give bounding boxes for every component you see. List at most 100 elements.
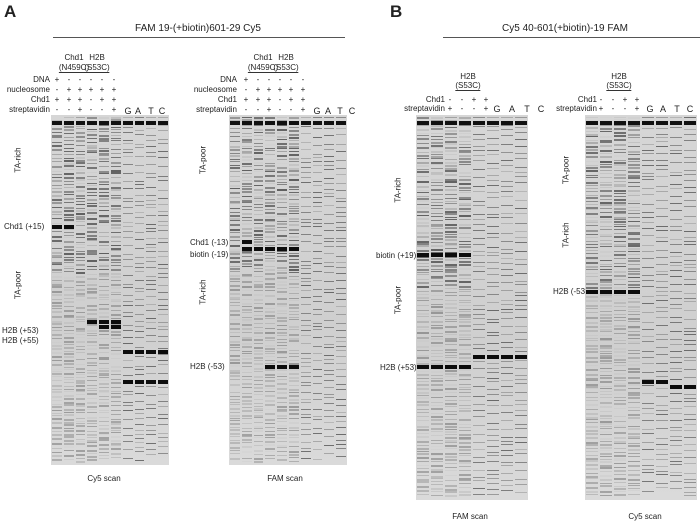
gel-band	[515, 131, 527, 133]
gel-band	[586, 365, 598, 366]
gel-band	[158, 400, 168, 402]
gel-band	[642, 393, 654, 395]
gel-band	[99, 285, 109, 287]
gel-band	[684, 377, 696, 379]
gel-band	[487, 149, 499, 151]
gel-band	[628, 442, 640, 444]
gel-band	[52, 161, 62, 163]
gel-band	[63, 310, 74, 313]
gel-band	[614, 283, 626, 285]
gel-band	[241, 400, 252, 403]
lane-sign: -	[278, 95, 282, 104]
gel-band	[501, 420, 513, 422]
gel-band	[289, 286, 299, 288]
gel-band	[628, 228, 640, 230]
gel-b-cy5	[585, 115, 697, 500]
gel-band	[312, 185, 323, 187]
gel-band	[87, 334, 98, 336]
gel-band	[230, 361, 240, 364]
gel-band	[300, 416, 311, 418]
gel-band	[417, 214, 429, 216]
panel-b-letter: B	[390, 2, 403, 21]
gel-band	[253, 399, 264, 401]
gel-band	[111, 132, 121, 134]
gel-band	[501, 232, 513, 234]
gel-band	[628, 248, 640, 251]
lane-sign: -	[55, 85, 59, 94]
gel-band	[515, 295, 527, 297]
gel-band	[146, 117, 157, 118]
full-length-band	[122, 121, 133, 125]
gel-band	[254, 437, 264, 438]
gel-band	[459, 405, 471, 407]
gel-band	[417, 475, 429, 477]
gel-band	[614, 161, 626, 164]
full-length-band	[336, 121, 346, 125]
gel-band	[146, 231, 157, 233]
gel-band	[122, 259, 133, 261]
gel-band	[417, 325, 429, 328]
gel-band	[445, 351, 457, 353]
gel-band	[431, 408, 443, 411]
gel-band	[515, 436, 527, 438]
lane-sign: -	[256, 75, 260, 84]
gel-band	[600, 367, 612, 369]
gel-band	[586, 275, 598, 277]
gel-band	[473, 191, 485, 193]
gel-band	[445, 429, 457, 430]
gel-band	[265, 299, 275, 300]
gel-band	[628, 428, 640, 431]
gel-band	[586, 243, 598, 245]
gel-band	[241, 366, 252, 368]
gel-band	[277, 338, 287, 340]
gel-band	[445, 396, 457, 398]
gel-band	[146, 275, 157, 277]
gel-band	[52, 342, 62, 343]
gel-band	[431, 393, 443, 395]
gel-band	[99, 454, 109, 456]
gel-band	[628, 452, 640, 454]
gel-band	[614, 373, 626, 375]
gel-band	[52, 210, 62, 213]
gel-band	[614, 397, 626, 399]
gel-band	[628, 283, 640, 286]
gel-band	[134, 164, 145, 166]
gel-band	[134, 267, 145, 269]
gel-band	[99, 152, 109, 155]
gel-band	[277, 253, 287, 255]
gel-band	[459, 241, 471, 243]
gel-band	[265, 388, 275, 389]
gel-band	[684, 340, 696, 342]
gel-band	[265, 220, 276, 222]
gel-band	[628, 154, 640, 156]
gel-band	[445, 169, 457, 172]
gel-band	[417, 198, 429, 201]
gel-band	[241, 147, 252, 149]
gel-band	[99, 275, 109, 278]
gel-band	[63, 421, 74, 424]
gel-band	[277, 142, 287, 145]
gel-band	[134, 412, 145, 414]
sample-lane	[99, 115, 109, 465]
gel-band	[230, 132, 240, 134]
gel-band	[300, 240, 311, 242]
gel-band	[99, 161, 109, 163]
gel-band	[99, 177, 109, 179]
gel-band	[642, 274, 654, 276]
gel-band	[134, 451, 145, 453]
gel-band	[487, 388, 499, 390]
gel-band	[111, 330, 121, 333]
gel-band	[487, 440, 499, 442]
gel-band	[87, 218, 98, 221]
gel-band	[265, 436, 276, 438]
gel-band	[459, 304, 471, 306]
gel-band	[600, 136, 612, 138]
sample-lane	[628, 115, 640, 500]
gel-band	[600, 240, 612, 242]
gel-band	[312, 242, 323, 244]
gel-band	[600, 471, 612, 473]
gel-band	[431, 139, 443, 141]
gel-band	[431, 194, 443, 196]
cleavage-band	[445, 253, 457, 257]
gel-band	[265, 395, 276, 398]
